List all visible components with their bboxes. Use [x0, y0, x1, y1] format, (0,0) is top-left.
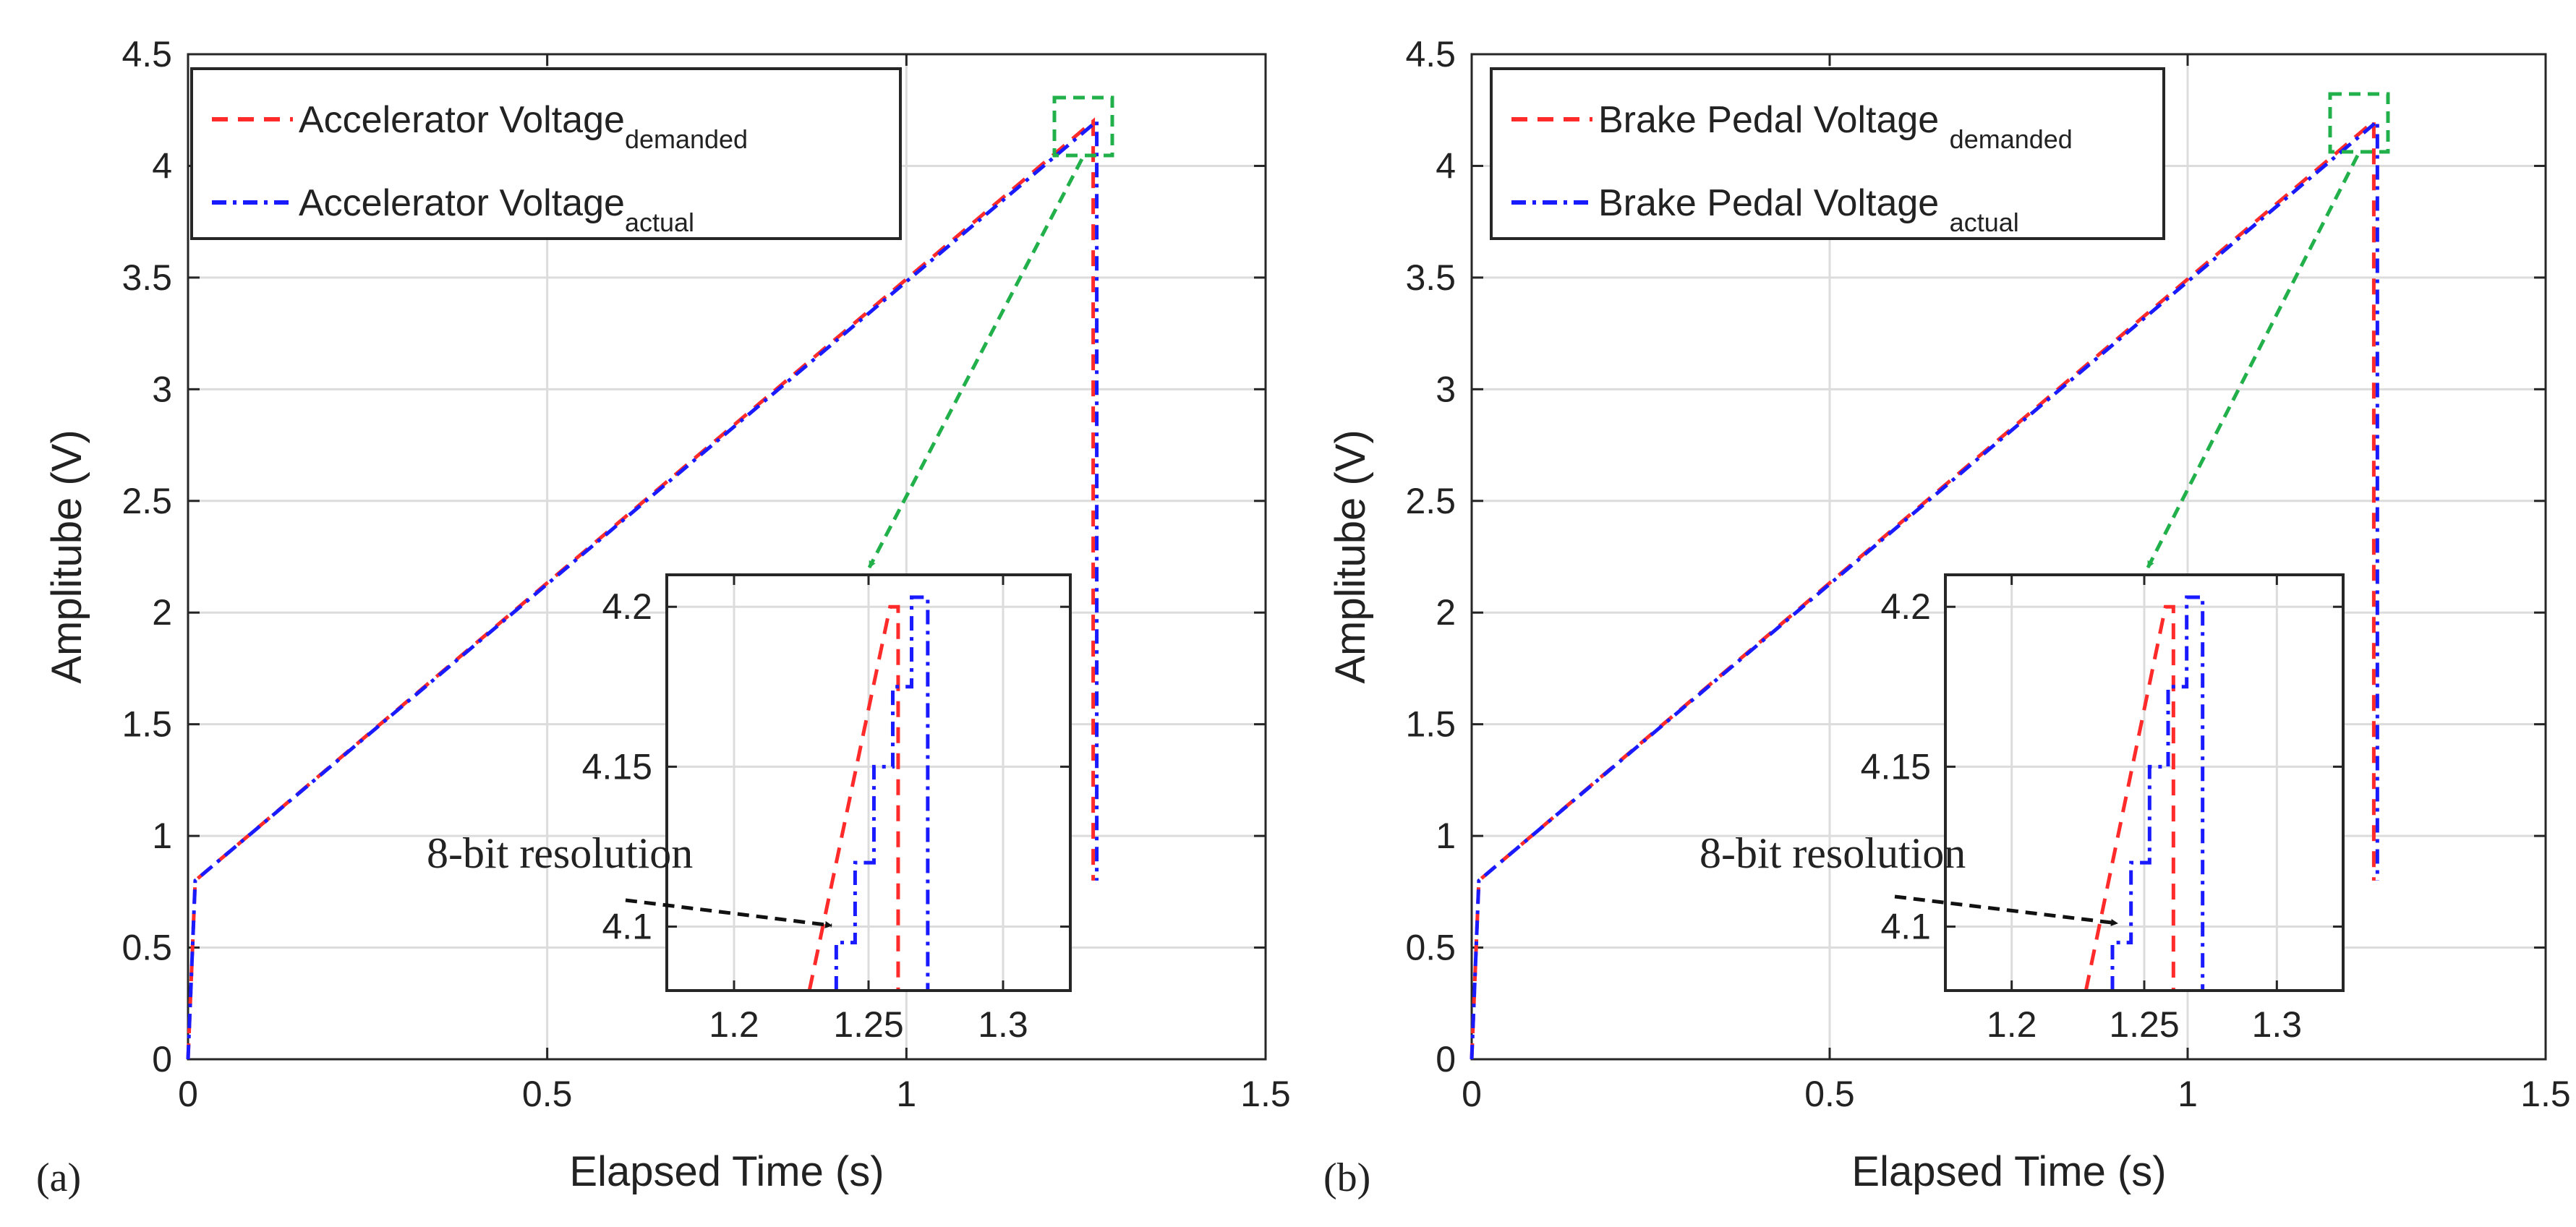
y-tick-label: 3.5	[121, 257, 172, 298]
legend-entry-subscript: actual	[625, 208, 694, 237]
series-line-actual	[186, 117, 1099, 1060]
y-tick-label: 4	[1436, 145, 1456, 186]
legend-box	[190, 67, 902, 240]
inset-x-tick-label: 1.25	[833, 1004, 903, 1045]
y-tick-label: 2	[1436, 592, 1456, 633]
y-tick-label: 3	[152, 369, 172, 409]
y-tick-label: 0	[152, 1039, 172, 1079]
resolution-annotation: 8-bit resolution	[1699, 829, 1966, 877]
inset-series-line-demanded	[807, 604, 900, 991]
y-tick-label: 1.5	[1405, 704, 1456, 745]
inset-series-line-demanded	[2084, 604, 2175, 991]
y-tick-label: 3	[1436, 369, 1456, 409]
inset-y-tick-label: 4.2	[602, 586, 652, 627]
x-tick-label: 1.5	[1240, 1074, 1291, 1114]
y-tick-label: 4	[152, 145, 172, 186]
legend-box	[1490, 67, 2165, 240]
zoom-arrow	[2146, 154, 2360, 569]
plot-frame	[1470, 53, 2547, 1061]
y-tick-label: 1.5	[121, 704, 172, 745]
y-tick-label: 4.5	[1405, 34, 1456, 74]
inset-x-tick-label: 1.2	[1987, 1004, 2037, 1045]
plot-frame	[187, 53, 1267, 1061]
x-tick-label: 1	[896, 1074, 916, 1114]
x-tick-label: 1	[2178, 1074, 2198, 1114]
inset-x-tick-label: 1.25	[2109, 1004, 2179, 1045]
legend-entry-label: Accelerator Voltagedemanded	[299, 99, 748, 154]
x-tick-label: 0.5	[1804, 1074, 1855, 1114]
y-axis-label: Amplitube (V)	[43, 429, 90, 683]
inset-chart: 4.1 4.15 4.2 1.2 1.25 1.3	[582, 573, 1072, 1045]
legend-entry-subscript: demanded	[1950, 124, 2073, 154]
x-tick-label: 1.5	[2520, 1074, 2571, 1114]
inset-y-tick-label: 4.15	[1861, 746, 1931, 787]
zoom-arrow	[867, 158, 1084, 569]
inset-x-tick-label: 1.3	[2252, 1004, 2303, 1045]
x-tick-label: 0	[1462, 1074, 1482, 1114]
y-tick-label: 1	[152, 816, 172, 856]
y-tick-label: 0.5	[1405, 928, 1456, 968]
legend-entry-text: Accelerator Voltage	[299, 99, 625, 141]
y-tick-label: 0	[1436, 1039, 1456, 1079]
x-axis-label: Elapsed Time (s)	[569, 1148, 884, 1195]
y-axis-label: Amplitube (V)	[1327, 429, 1374, 683]
inset-y-tick-label: 4.2	[1880, 586, 1931, 627]
chart-panel-a: 0 0.5 1 1.5 2 2.5 3 3.5 4 4.5 0 0.5 1 1.5 Elapsed Time…	[36, 34, 1291, 1200]
panel-label: (b)	[1323, 1155, 1370, 1200]
y-tick-label: 2.5	[1405, 481, 1456, 521]
y-tick-label: 1	[1436, 816, 1456, 856]
legend-entry-label: Brake Pedal Voltage actual	[1598, 182, 2019, 237]
legend-entry-text: Brake Pedal Voltage	[1598, 182, 1950, 224]
x-tick-label: 0	[178, 1074, 198, 1114]
inset-y-tick-label: 4.15	[582, 746, 652, 787]
inset-y-tick-label: 4.1	[602, 907, 652, 947]
panel-label: (a)	[36, 1155, 81, 1200]
x-axis-label: Elapsed Time (s)	[1851, 1148, 2166, 1195]
legend-entry-label: Brake Pedal Voltage demanded	[1598, 99, 2073, 154]
legend-entry-text: Brake Pedal Voltage	[1598, 99, 1950, 141]
y-tick-label: 2	[152, 592, 172, 633]
zoom-region-box	[2328, 92, 2390, 154]
x-tick-label: 0.5	[522, 1074, 573, 1114]
y-tick-label: 2.5	[121, 481, 172, 521]
y-tick-label: 4.5	[121, 34, 172, 74]
legend-entry-text: Accelerator Voltage	[299, 182, 625, 224]
inset-y-tick-label: 4.1	[1880, 907, 1931, 947]
zoom-region-box	[1052, 95, 1114, 158]
series-line-demanded	[186, 117, 1096, 1060]
inset-x-tick-label: 1.3	[978, 1004, 1028, 1045]
legend-entry-subscript: actual	[1950, 208, 2019, 237]
legend-entry-subscript: demanded	[625, 124, 748, 154]
inset-x-tick-label: 1.2	[709, 1004, 759, 1045]
inset-series-line-actual	[2110, 595, 2205, 991]
inset-chart: 4.1 4.15 4.2 1.2 1.25 1.3	[1861, 573, 2345, 1045]
y-tick-label: 3.5	[1405, 257, 1456, 298]
resolution-annotation: 8-bit resolution	[427, 829, 693, 877]
legend-entry-label: Accelerator Voltageactual	[299, 182, 694, 237]
y-tick-label: 0.5	[121, 928, 172, 968]
inset-series-line-actual	[834, 595, 930, 991]
resolution-arrow	[625, 898, 832, 928]
chart-panel-b: 0 0.5 1 1.5 2 2.5 3 3.5 4 4.5 0 0.5 1 1.5 Elapsed Time…	[1323, 34, 2571, 1200]
series-line-demanded	[1470, 117, 2376, 1060]
